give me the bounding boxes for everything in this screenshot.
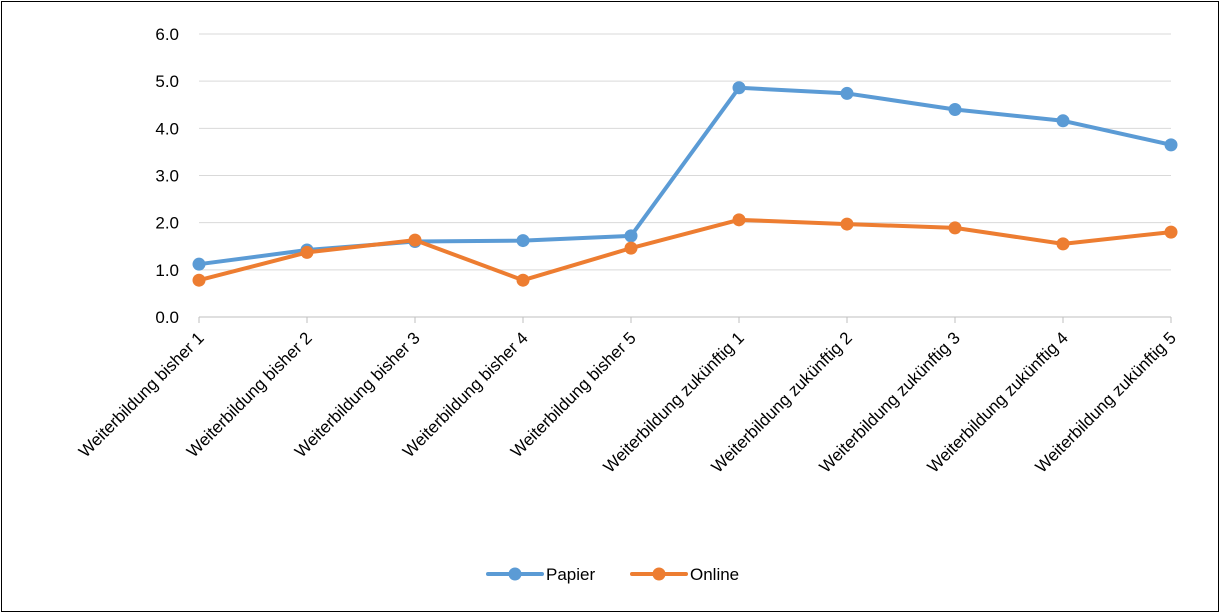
x-category-label: Weiterbildung bisher 5 (507, 328, 640, 461)
y-tick-label: 1.0 (155, 261, 179, 280)
data-point (624, 241, 638, 255)
x-category-label: Weiterbildung bisher 3 (291, 328, 424, 461)
x-category-label: Weiterbildung bisher 4 (399, 328, 532, 461)
data-point (300, 245, 314, 259)
x-category-label: Weiterbildung bisher 1 (75, 328, 208, 461)
data-point (624, 229, 638, 243)
series-lines (192, 81, 1178, 287)
data-point (516, 273, 530, 287)
y-tick-label: 6.0 (155, 25, 179, 44)
y-tick-label: 3.0 (155, 167, 179, 186)
data-point (1164, 225, 1178, 239)
legend: Papier Online (486, 565, 739, 584)
legend-label: Papier (546, 565, 595, 584)
y-tick-label: 5.0 (155, 72, 179, 91)
x-category-label: Weiterbildung bisher 2 (183, 328, 316, 461)
y-tick-label: 2.0 (155, 214, 179, 233)
data-point (732, 213, 746, 227)
series-online (192, 213, 1178, 287)
y-tick-label: 0.0 (155, 308, 179, 327)
y-tick-label: 4.0 (155, 119, 179, 138)
data-point (516, 234, 530, 248)
data-point (1056, 114, 1070, 128)
data-point (192, 273, 206, 287)
gridlines (199, 33, 1171, 271)
data-point (840, 217, 854, 231)
legend-item-papier: Papier (486, 565, 595, 584)
data-point (732, 81, 746, 95)
data-point (840, 86, 854, 100)
x-axis (198, 316, 1172, 323)
legend-label: Online (690, 565, 739, 584)
legend-item-online: Online (630, 565, 739, 584)
data-point (408, 233, 422, 247)
data-point (1056, 237, 1070, 251)
series-line (197, 217, 1173, 283)
legend-marker (508, 567, 522, 581)
data-point (948, 102, 962, 116)
data-point (192, 257, 206, 271)
data-point (948, 221, 962, 235)
data-point (1164, 138, 1178, 152)
y-axis-tick-labels: 0.0 1.0 2.0 3.0 4.0 5.0 6.0 (155, 25, 179, 327)
legend-marker (652, 567, 666, 581)
